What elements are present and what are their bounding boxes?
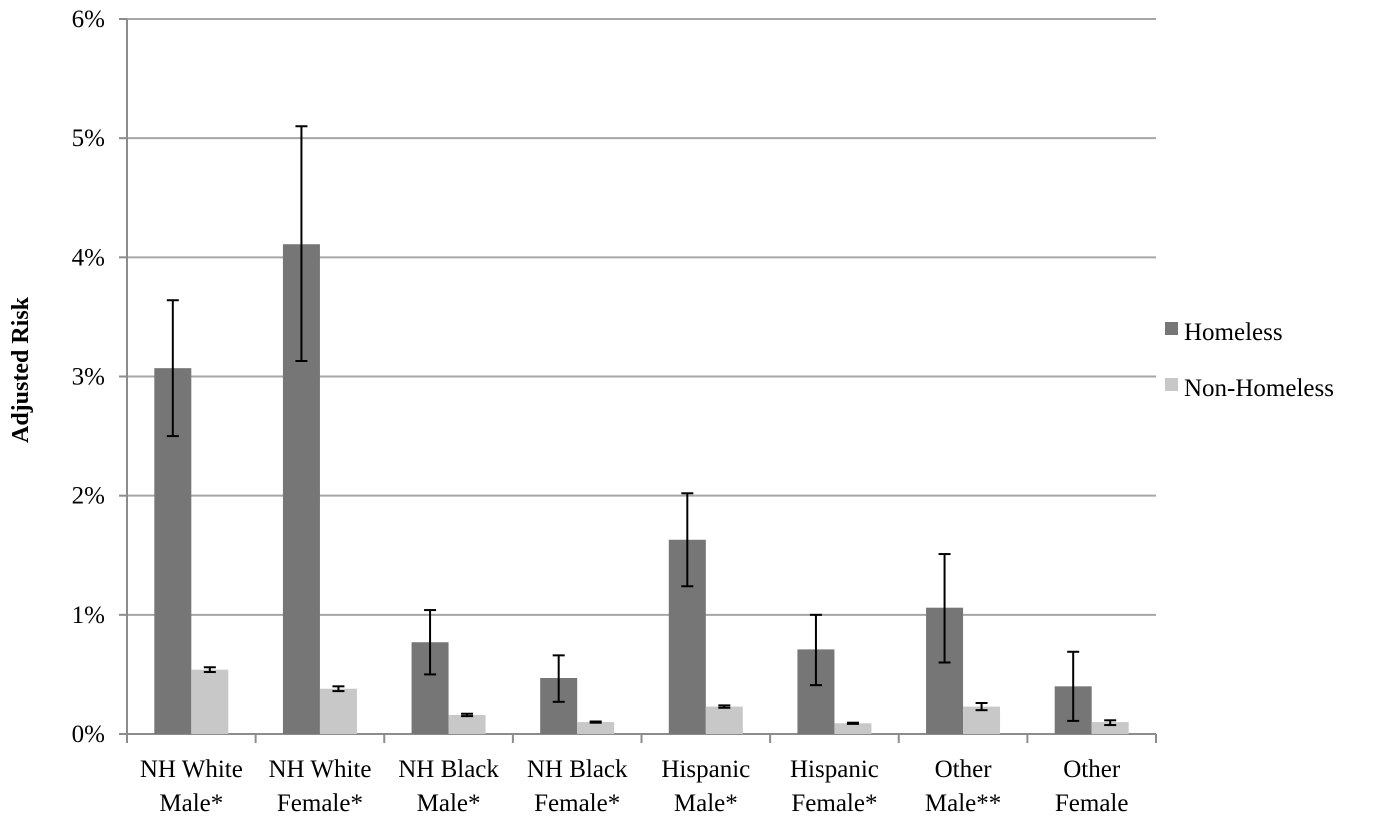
axes <box>119 18 1157 743</box>
bar-non-homeless <box>448 714 486 734</box>
legend-label: Homeless <box>1184 319 1283 346</box>
y-tick-label: 3% <box>72 364 105 391</box>
x-tick-label: Hispanic Male* <box>661 756 750 816</box>
y-tick-label: 2% <box>72 483 105 510</box>
error-bars <box>166 125 1117 727</box>
bars <box>154 244 1129 734</box>
x-tick-label: NH White Female* <box>268 756 371 816</box>
y-axis-label: Adjusted Risk <box>8 296 34 443</box>
y-tick-label: 6% <box>72 6 105 33</box>
x-tick-label: NH Black Male* <box>398 756 499 816</box>
x-tick-label: Other Male** <box>925 756 1001 816</box>
x-tick-label: Hispanic Female* <box>790 756 879 816</box>
x-axis-tick-labels: NH White Male* NH White Female* NH Black Male… <box>140 756 1129 816</box>
bar-non-homeless <box>705 706 743 734</box>
legend-swatch <box>1165 322 1178 335</box>
legend-swatch <box>1165 378 1178 391</box>
y-tick-label: 4% <box>72 244 105 271</box>
bar-non-homeless <box>577 722 615 734</box>
y-axis-tick-labels: 0% 1% 2% 3% 4% 5% 6% <box>72 6 105 748</box>
x-tick-label: NH Black Female* <box>527 756 628 816</box>
bar-non-homeless <box>834 723 872 734</box>
y-tick-label: 5% <box>72 125 105 152</box>
x-tick-label: NH White Male* <box>140 756 243 816</box>
bar-non-homeless <box>319 688 357 734</box>
y-tick-label: 1% <box>72 602 105 629</box>
gridlines <box>127 18 1156 616</box>
legend: Homeless Non-Homeless <box>1165 319 1334 402</box>
y-tick-label: 0% <box>72 721 105 748</box>
legend-label: Non-Homeless <box>1184 375 1334 402</box>
x-tick-label: Other Female <box>1055 756 1129 816</box>
bar-non-homeless <box>1091 722 1129 734</box>
bar-non-homeless <box>191 669 229 734</box>
